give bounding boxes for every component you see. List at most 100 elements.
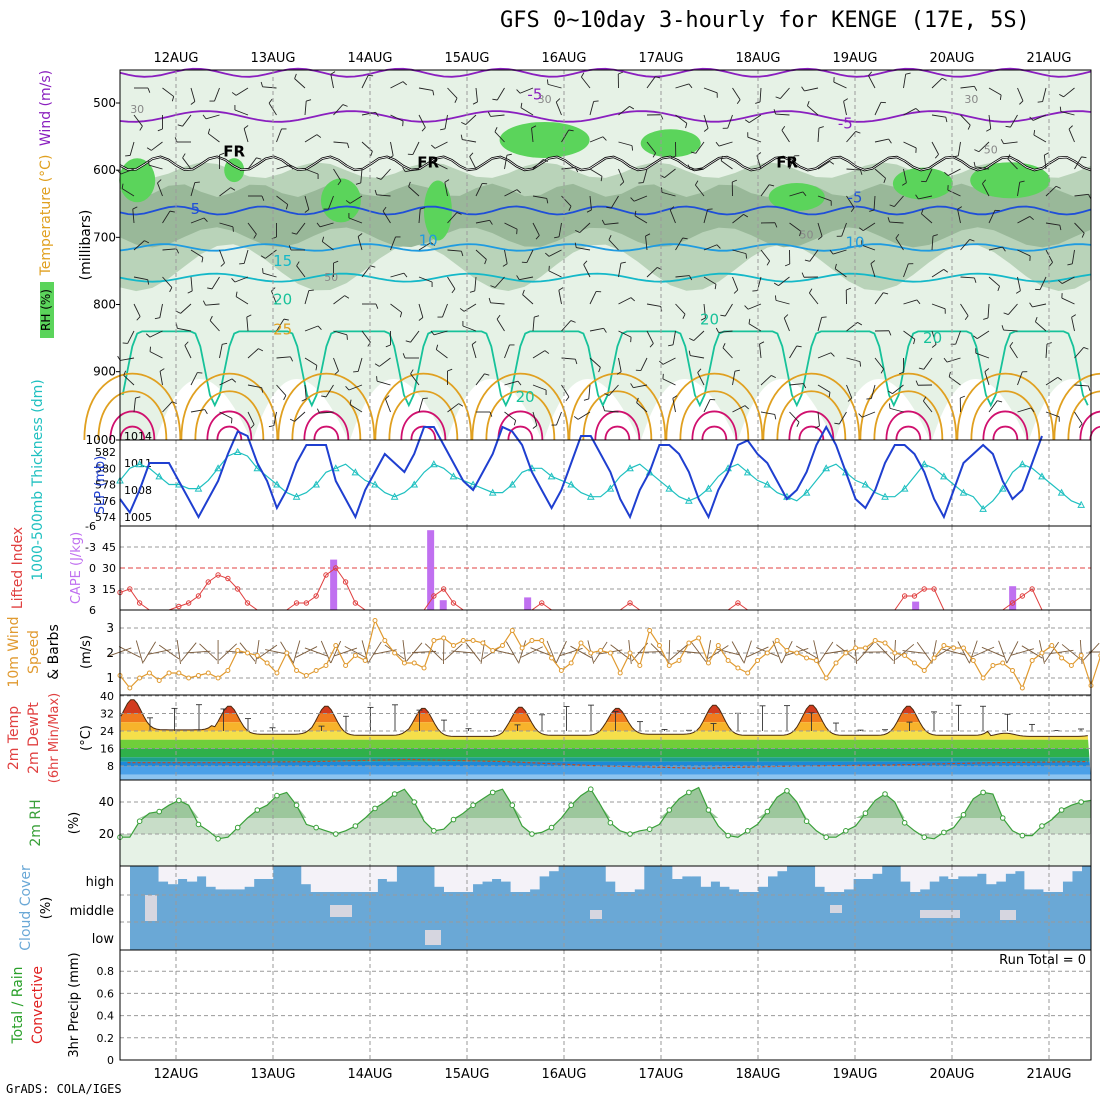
isotherm-dome [119,425,146,441]
data-point [784,648,790,653]
wind-barb-icon [774,295,777,301]
wind-barb-icon [570,645,592,659]
wind-barb-icon [187,290,193,294]
wind-barb-icon [454,98,458,103]
wind-barb-icon [295,646,318,658]
data-point [431,638,437,643]
wind-barb-icon [1087,194,1092,199]
data-point [274,792,280,799]
data-point [921,668,927,673]
wind-barb-icon [860,169,863,175]
wind-barb-icon [861,411,876,418]
data-point [127,586,133,592]
wind-barb-icon [998,640,1008,664]
wind-barb-icon [646,141,656,154]
wind-barb-icon [1009,341,1014,347]
wind-barb-icon [349,399,352,405]
wind-barb-icon [190,276,193,291]
data-point [333,565,339,571]
wind-barb-icon [620,261,626,264]
data-point [136,600,143,606]
wind-barb-icon [769,184,775,187]
isotherm-dome [291,390,362,441]
y-tick-label: middle [70,904,114,919]
y-tick-label: 600 [93,163,116,177]
wind-barb-icon [988,400,998,413]
data-point [794,650,800,656]
wind-barb-icon [593,100,599,102]
wind-barb-icon [888,403,891,409]
clear-sky-cell [158,866,169,882]
data-point [647,628,653,633]
data-point [666,807,673,813]
rh-area [120,787,1091,839]
data-point [155,472,164,480]
data-point [959,488,968,496]
wind-barb-icon [256,157,262,160]
wind-barb-icon [375,112,379,117]
wind-barb-icon [211,276,220,290]
wind-barb-icon [235,296,249,305]
wind-barb-icon [948,371,951,377]
wind-barb-icon [260,81,263,87]
wind-barb-icon [915,194,919,200]
wind-barb-icon [1039,276,1047,290]
wind-barb-icon [461,121,466,125]
wind-barb-icon [208,133,220,143]
wind-barb-icon [804,259,810,262]
wind-barb-icon [333,295,345,305]
wind-barb-icon [773,282,779,287]
isotherm-dome [798,425,825,441]
clear-sky-cell [1043,866,1054,892]
data-point [529,831,535,837]
cape-bar [439,600,447,610]
wind-barb-icon [715,327,719,333]
clear-sky-cell [358,866,369,892]
wind-barb-icon [636,402,648,413]
axis-label: 2m DewPt [26,702,42,774]
isotherm-dome [194,390,265,441]
axis-label: 3hr Precip (mm) [67,952,82,1057]
wind-barb-icon [547,83,562,89]
wind-barb-icon [583,398,589,401]
wind-barb-icon [444,114,448,129]
wind-barb-icon [1045,411,1060,418]
wind-barb-icon [876,643,894,661]
isotherm-dome [400,410,447,441]
wind-barb-icon [517,380,522,386]
wind-barb-icon [809,249,819,262]
wind-barb-icon [502,263,508,267]
wind-barb-icon [570,320,576,323]
clear-sky-cell [244,866,255,887]
wind-barb-icon [997,286,1000,292]
wind-barb-icon [283,395,287,401]
clear-sky-cell [957,866,968,877]
data-point [755,658,761,663]
wind-barb-icon [598,367,601,373]
temp-band [120,722,1091,731]
wind-barb-icon [807,105,819,116]
wind-barb-icon [304,101,307,116]
y-tick-label: -6 [85,520,96,533]
wind-barb-icon [496,314,501,320]
wind-barb-icon [488,297,491,303]
wind-barb-icon [1044,152,1049,156]
cape-bar [330,559,338,610]
data-point [646,826,653,833]
wind-barb-icon [475,249,487,260]
data-point [235,648,241,653]
isotherm-dome [216,425,243,441]
wind-barb-icon [903,108,917,116]
wind-barb-icon [773,109,776,115]
wind-barb-icon [558,222,562,237]
wind-barb-icon [472,101,478,105]
wind-barb-icon [522,294,534,305]
wind-barb-icon [997,400,1003,403]
isotherm-dome [859,372,958,441]
wind-barb-icon [330,74,334,89]
clear-sky-cell [710,866,721,882]
wind-barb-icon [465,642,481,662]
wind-barb-icon [697,368,702,373]
wind-barb-icon [219,378,233,386]
credit-text: GrADS: COLA/IGES [6,1082,122,1096]
